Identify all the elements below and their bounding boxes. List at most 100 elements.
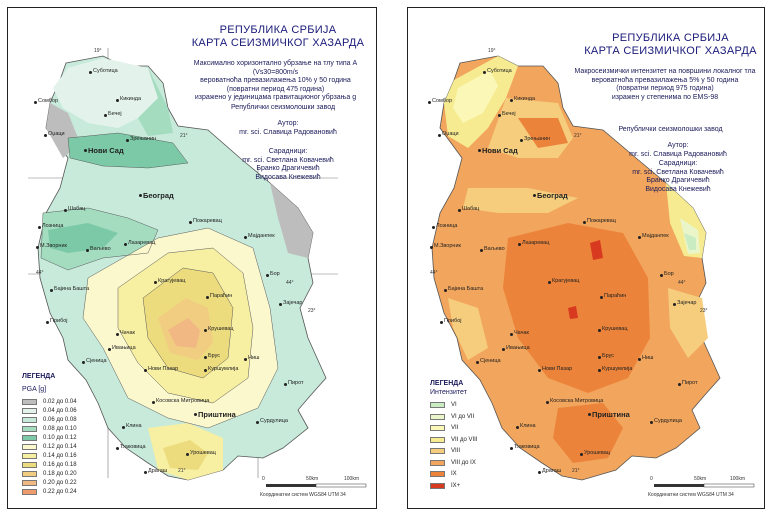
city-marker — [430, 246, 433, 249]
city-marker — [598, 369, 601, 372]
coauthors-label: Сарадници: — [658, 160, 698, 167]
city-label: Прибој — [444, 318, 462, 324]
scale-label: 50km — [306, 476, 319, 482]
zone-0-20-0-22 — [168, 318, 200, 348]
city-label: Приштина — [198, 410, 236, 419]
city-marker — [510, 99, 513, 102]
city-marker — [152, 401, 155, 404]
city-marker — [476, 361, 479, 364]
legend-label: VII — [451, 425, 459, 431]
city-marker — [64, 209, 67, 212]
legend-label: 0.12 до 0.14 — [43, 444, 77, 450]
legend-item: IX+ — [430, 482, 460, 490]
city-label: Бечеј — [502, 111, 516, 117]
city-label: Оџаци — [48, 131, 65, 137]
city-marker — [638, 236, 641, 239]
city-marker — [44, 134, 47, 137]
city-label: Сурдулица — [260, 418, 288, 424]
city-label: Косовска Митровица — [156, 398, 210, 404]
city-marker — [154, 281, 157, 284]
coauthor-name: mr. sci. Светлана Ковачевић — [632, 168, 724, 176]
city-marker — [598, 329, 601, 332]
legend-swatch — [22, 471, 37, 477]
description-line: изражен у степенима по EMS-98 — [611, 93, 719, 101]
city-label: Бајина Башта — [54, 286, 90, 292]
city-label: Чачак — [514, 330, 529, 336]
city-marker — [546, 401, 549, 404]
map-description: Макросеизмички интензитет на површини ло… — [568, 68, 762, 102]
title-line-1: РЕПУБЛИКА СРБИЈА — [219, 24, 337, 36]
city-label: М.Зворник — [40, 243, 67, 249]
institution-label: Републички сеизмолошки завод — [618, 126, 723, 133]
legend-item: VI — [430, 401, 457, 409]
zone-gray — [270, 183, 313, 258]
legend-title: ЛЕГЕНДА — [430, 380, 464, 387]
city-marker — [144, 369, 147, 372]
city-label: Бор — [270, 271, 280, 277]
coauthor-name: mr. sci. Светлана Ковачевић — [242, 156, 334, 164]
city-marker — [518, 243, 521, 246]
legend-swatch — [430, 402, 445, 408]
description-line: вероватноћа превазилажења 10% у 50 годин… — [200, 77, 351, 85]
city-marker — [478, 149, 481, 152]
city-marker — [498, 114, 501, 117]
zone-vi — [684, 233, 696, 250]
zone-vii — [453, 70, 498, 123]
city-marker — [480, 249, 483, 252]
city-marker — [82, 361, 85, 364]
city-label: Бајина Башта — [448, 286, 484, 292]
city-marker — [502, 348, 505, 351]
city-marker — [598, 356, 601, 359]
city-label: Бечеј — [108, 111, 122, 117]
legend-swatch — [430, 471, 445, 477]
city-label: Суботица — [93, 68, 118, 74]
city-marker — [204, 369, 207, 372]
city-marker — [660, 274, 663, 277]
city-label: Сомбор — [38, 98, 59, 104]
legend-label: VIII — [451, 448, 461, 454]
city-marker — [116, 99, 119, 102]
city-label: Крушевац — [208, 326, 234, 332]
coauthor-name: Бранко Драгичевић — [646, 177, 710, 185]
legend-swatch — [22, 489, 37, 495]
legend-item: VIII до IX — [430, 459, 476, 467]
city-label: Пожаревац — [193, 218, 222, 224]
legend-swatch — [22, 408, 37, 414]
degree-label: 44° — [430, 270, 438, 276]
city-label: Бор — [664, 271, 674, 277]
city-label: Крагујевац — [158, 278, 186, 284]
city-marker — [548, 281, 551, 284]
city-label: Ивањица — [112, 345, 136, 351]
city-label: Сјеница — [86, 358, 107, 364]
legend-label: 0.16 до 0.18 — [43, 462, 77, 468]
legend-item: 0.12 до 0.14 — [22, 443, 77, 451]
coauthors-block: Сарадници: mr. sci. Светлана Ковачевић Б… — [598, 160, 758, 194]
city-label: Сомбор — [432, 98, 453, 104]
degree-label: 19° — [94, 48, 102, 54]
city-label: Зајечар — [283, 300, 303, 306]
city-marker — [116, 333, 119, 336]
legend-item: VII — [430, 424, 458, 432]
city-marker — [124, 243, 127, 246]
legend-label: 0.04 до 0.06 — [43, 408, 77, 414]
degree-label: 44° — [286, 280, 294, 286]
legend-label: VII до VIII — [451, 436, 478, 443]
city-marker — [458, 209, 461, 212]
legend-item: 0.14 до 0.16 — [22, 452, 77, 460]
legend-item: 0.04 до 0.06 — [22, 407, 77, 415]
author-label: Аутор: — [277, 120, 299, 127]
city-marker — [34, 101, 37, 104]
city-marker — [204, 356, 207, 359]
legend-label: 0.10 до 0.12 — [43, 435, 77, 441]
city-label: Параћин — [210, 293, 233, 299]
city-label: Нови Пазар — [542, 366, 573, 372]
legend-item: 0.02 до 0.04 — [22, 398, 77, 406]
legend-swatch — [22, 480, 37, 486]
city-marker — [510, 333, 513, 336]
city-label: Суботица — [487, 68, 512, 74]
legend-swatch — [22, 444, 37, 450]
scale-label: 100km — [730, 476, 746, 482]
city-label: Ђаковица — [514, 444, 540, 450]
legend-item: 0.18 до 0.20 — [22, 470, 77, 478]
city-label: Кикинда — [514, 96, 536, 102]
